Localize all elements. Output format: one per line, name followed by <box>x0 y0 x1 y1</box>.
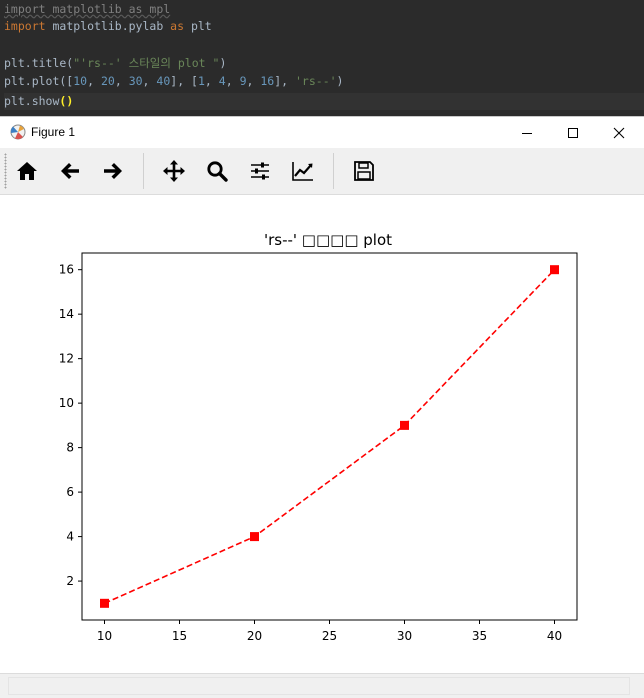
arrow-left-icon <box>61 163 79 179</box>
x-tick-label: 20 <box>247 629 262 643</box>
series-line <box>104 269 556 605</box>
code-token: 20 <box>100 74 115 88</box>
data-point-marker <box>550 265 559 275</box>
y-tick-label: 8 <box>66 441 74 455</box>
y-tick-label: 6 <box>66 485 74 499</box>
status-message <box>8 677 630 695</box>
code-token: plt.show <box>4 94 60 108</box>
forward-button[interactable] <box>96 154 130 188</box>
plot-area: 'rs--' □□□□ plot 10 15 20 25 30 35 40246810121… <box>59 231 578 643</box>
x-tick-label: 25 <box>322 629 337 643</box>
code-token: 16 <box>260 74 275 88</box>
close-button[interactable] <box>596 117 642 148</box>
code-line[interactable]: plt.title("'rs--' 스타일의 plot ") <box>4 55 226 72</box>
figure-canvas[interactable]: 'rs--' □□□□ plot 10 15 20 25 30 35 40 2 4 6 8 10 12 1… <box>0 195 644 673</box>
code-token: , <box>114 74 129 88</box>
code-token: ) <box>336 74 344 88</box>
edit-axis-button[interactable] <box>286 154 320 188</box>
title-bar[interactable]: Figure 1 <box>0 117 644 148</box>
data-point-marker <box>100 598 109 608</box>
data-point-marker <box>400 420 409 430</box>
matplotlib-icon <box>10 124 26 140</box>
move-icon <box>163 160 185 182</box>
save-button[interactable] <box>347 154 381 188</box>
code-token: , <box>225 74 240 88</box>
pan-button[interactable] <box>157 154 191 188</box>
figure-window: Figure 1 <box>0 116 644 698</box>
minimize-icon <box>522 132 532 134</box>
subplots-button[interactable] <box>243 154 277 188</box>
back-button[interactable] <box>53 154 87 188</box>
y-tick-label: 10 <box>59 396 74 410</box>
y-tick-label: 14 <box>59 307 74 321</box>
code-token: 1 <box>197 74 205 88</box>
code-token: 4 <box>218 74 226 88</box>
y-tick-label: 2 <box>66 574 74 588</box>
code-line[interactable]: import matplotlib.pylab as plt <box>4 18 212 35</box>
code-token: 40 <box>156 74 171 88</box>
x-tick-label: 35 <box>472 629 487 643</box>
data-series <box>100 265 559 608</box>
axes-frame <box>81 252 578 621</box>
code-token: plt <box>184 19 212 33</box>
code-token: plt.plot([ <box>4 74 74 88</box>
code-token: ) <box>219 56 227 70</box>
y-tick-label: 12 <box>59 352 74 366</box>
code-token: import <box>4 19 46 33</box>
floppy-icon <box>354 161 374 181</box>
code-token: , <box>246 74 261 88</box>
code-line[interactable]: import matplotlib as mpl <box>4 1 170 18</box>
x-tick-label: 40 <box>547 629 562 643</box>
home-button[interactable] <box>10 154 44 188</box>
code-token: plt.title( <box>4 56 74 70</box>
code-token: 'rs--' <box>295 74 337 88</box>
close-icon <box>613 127 625 138</box>
window-title: Figure 1 <box>31 125 76 139</box>
x-tick-label: 15 <box>172 629 187 643</box>
code-token: , <box>204 74 219 88</box>
arrow-right-icon <box>104 163 122 179</box>
code-line[interactable]: plt.plot([10, 20, 30, 40], [1, 4, 9, 16]… <box>4 73 343 90</box>
data-point-marker <box>250 532 259 542</box>
status-bar <box>0 673 644 698</box>
navigation-toolbar <box>0 148 644 195</box>
maximize-icon <box>568 127 578 138</box>
sliders-icon <box>251 162 269 180</box>
code-line[interactable]: plt.show() <box>4 93 644 110</box>
code-token: ], [ <box>170 74 198 88</box>
zoom-button[interactable] <box>200 154 234 188</box>
code-token: 30 <box>128 74 143 88</box>
line-chart-icon <box>292 162 313 181</box>
x-tick-label: 10 <box>97 629 112 643</box>
y-tick-label: 16 <box>59 263 74 277</box>
code-token: , <box>142 74 157 88</box>
code-token: () <box>59 94 74 108</box>
code-token: "'rs--' 스타일의 plot " <box>73 56 220 70</box>
minimize-button[interactable] <box>504 117 550 148</box>
toolbar-separator <box>143 153 144 189</box>
code-token: as <box>170 19 185 33</box>
code-token: matplotlib.pylab <box>45 19 171 33</box>
toolbar-separator <box>333 153 334 189</box>
chart-title: 'rs--' □□□□ plot <box>264 231 392 249</box>
code-token: 9 <box>239 74 247 88</box>
toolbar-grip[interactable] <box>4 153 7 189</box>
y-tick-label: 4 <box>66 530 74 544</box>
magnifier-icon <box>207 161 228 182</box>
code-editor[interactable]: import matplotlib as mpl import matplotli… <box>0 0 644 116</box>
code-token: import matplotlib as mpl <box>4 2 171 16</box>
code-token: ], <box>274 74 295 88</box>
axis-ticks: 10 15 20 25 30 35 40 2 4 6 8 10 12 14 16 <box>59 263 562 643</box>
code-token: 10 <box>73 74 88 88</box>
code-token: , <box>87 74 101 88</box>
x-tick-label: 30 <box>397 629 412 643</box>
maximize-button[interactable] <box>550 117 596 148</box>
home-icon <box>17 162 37 180</box>
